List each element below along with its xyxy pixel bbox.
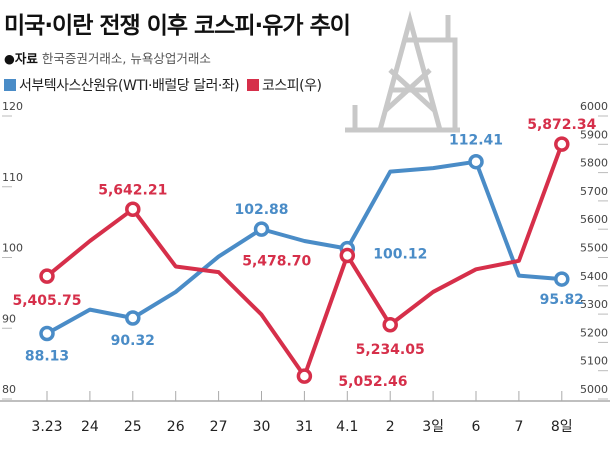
x-tick-label: 30 (253, 419, 271, 435)
right-tick-label: 5600 (580, 213, 608, 226)
x-tick-label: 27 (210, 419, 228, 435)
data-point (39, 268, 55, 284)
oil-pump-icon (345, 10, 460, 133)
data-label: 5,642.21 (98, 182, 167, 198)
data-point (253, 221, 270, 237)
right-tick-label: 5800 (580, 157, 608, 170)
data-label: 5,234.05 (356, 342, 425, 358)
legend: 서부텍사스산원유(WTI·배럴당 달러·좌) 코스피(우) (4, 75, 322, 95)
chart-title: 미국·이란 전쟁 이후 코스피·유가 추이 (4, 13, 351, 39)
x-tick-label: 26 (167, 419, 185, 435)
right-tick-label: 5700 (580, 185, 608, 198)
source-label: ●자료 (4, 51, 38, 66)
data-label: 102.88 (234, 202, 288, 218)
data-label: 88.13 (25, 348, 69, 364)
left-tick-label: 110 (2, 171, 23, 184)
data-label: 90.32 (111, 333, 155, 349)
data-label: 5,405.75 (12, 293, 81, 309)
right-tick-label: 5200 (580, 326, 608, 339)
data-point (125, 201, 141, 218)
legend-kospi: 코스피(우) (262, 78, 322, 94)
right-tick-label: 5300 (580, 298, 608, 311)
data-label: 5,478.70 (242, 254, 311, 270)
x-tick-label: 25 (124, 419, 142, 435)
legend-wti: 서부텍사스산원유(WTI·배럴당 달러·좌) (19, 78, 240, 94)
left-tick-label: 80 (2, 383, 16, 396)
data-label: 5,052.46 (338, 374, 407, 390)
left-tick-label: 90 (2, 312, 16, 325)
data-point (296, 368, 313, 384)
data-point (39, 325, 55, 342)
legend-swatch-wti (4, 79, 16, 91)
left-tick-label: 100 (2, 242, 23, 255)
right-tick-label: 5100 (580, 355, 608, 368)
data-point (382, 317, 398, 333)
data-point (554, 271, 570, 287)
x-tick-label: 24 (81, 419, 99, 435)
data-point (339, 247, 356, 264)
data-point (468, 153, 484, 170)
x-tick-label: 31 (295, 419, 313, 435)
data-point (554, 136, 570, 152)
legend-swatch-kospi (247, 79, 260, 91)
x-tick-label: 7 (514, 419, 523, 435)
right-tick-label: 5900 (580, 128, 608, 141)
source: ●자료 한국증권거래소, 뉴욕상업거래소 (4, 48, 211, 67)
x-tick-label: 2 (386, 419, 395, 435)
x-tick-label: 6 (472, 419, 481, 435)
data-label: 112.41 (449, 133, 503, 149)
x-tick-label: 3.23 (31, 419, 62, 435)
right-tick-label: 5500 (580, 242, 608, 255)
data-label: 5,872.34 (527, 117, 596, 133)
left-tick-label: 120 (2, 100, 23, 113)
x-tick-label: 8일 (551, 419, 573, 435)
right-tick-label: 5000 (580, 383, 608, 396)
right-tick-label: 5400 (580, 270, 608, 283)
x-tick-label: 3일 (422, 419, 444, 435)
data-label: 95.82 (540, 292, 584, 308)
x-tick-label: 4.1 (336, 419, 358, 435)
right-tick-label: 6000 (580, 100, 608, 113)
data-label: 100.12 (373, 247, 427, 263)
data-point (125, 310, 141, 326)
source-text: 한국증권거래소, 뉴욕상업거래소 (41, 51, 211, 66)
